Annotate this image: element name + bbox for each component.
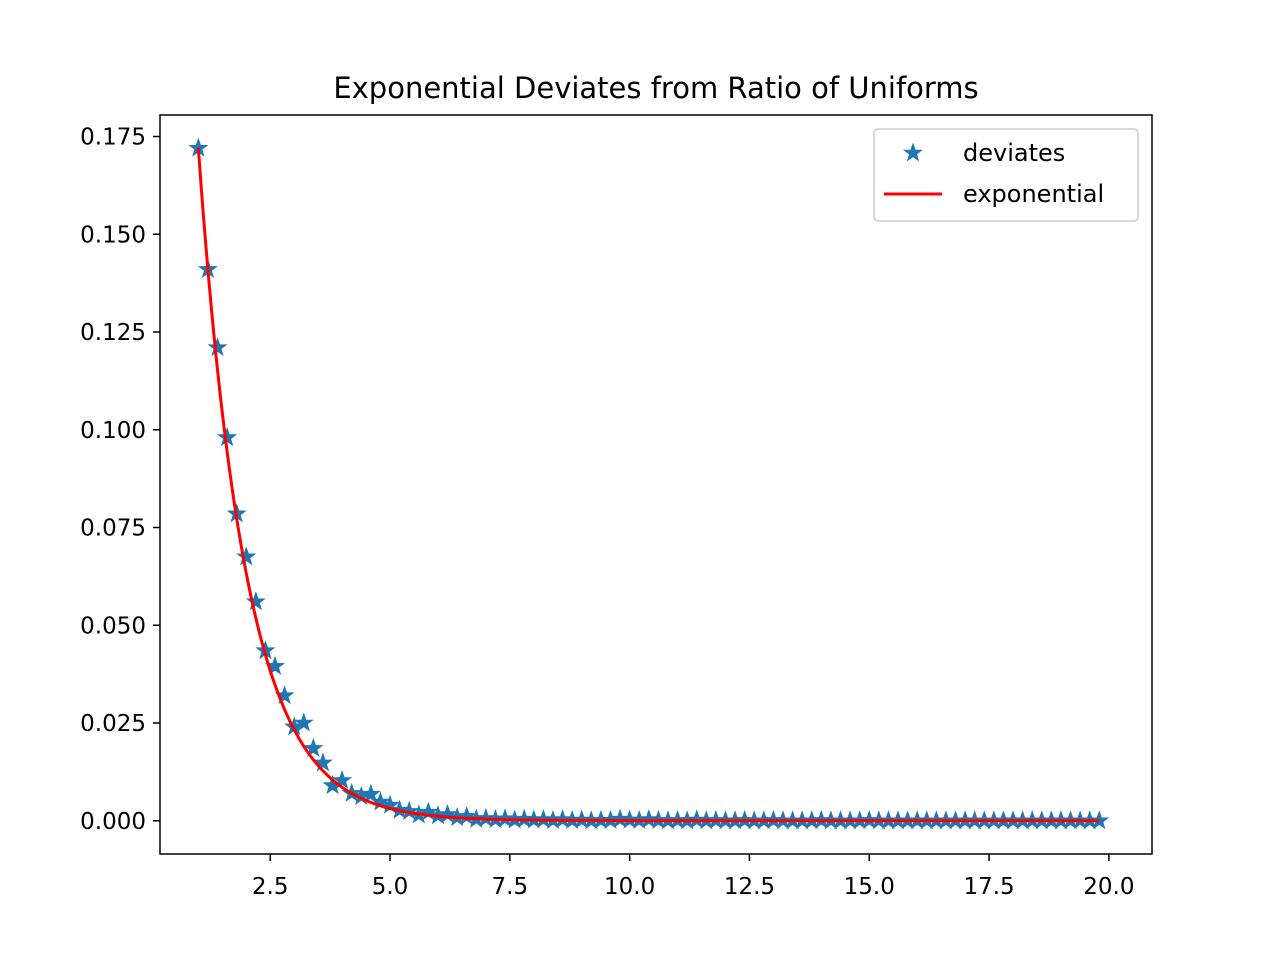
deviate-point [638,809,659,829]
x-axis: 2.5 5.0 7.5 10.0 12.5 15.0 17.5 20.0 [252,854,1134,900]
y-axis: 0.000 0.025 0.050 0.075 0.100 0.125 0.150 0.175 [80,125,160,835]
plot-area [188,137,1110,830]
deviate-point [332,769,353,790]
legend-marker-deviates [902,142,924,162]
deviate-point [495,808,516,828]
deviate-point [293,712,314,732]
deviate-point [360,783,381,803]
deviate-point [514,808,535,828]
x-tick-label: 15.0 [844,874,895,900]
deviate-point [533,809,554,829]
legend-label-deviates: deviates [963,139,1065,167]
x-tick-label: 10.0 [604,874,655,900]
deviate-point [399,800,420,820]
deviate-point [475,807,496,827]
deviate-point [207,337,228,357]
deviate-point [552,809,573,829]
legend-star-marker [902,142,924,162]
y-tick-label: 0.125 [80,320,146,346]
x-tick-label: 5.0 [372,874,409,900]
deviate-point [686,809,707,829]
chart-title: Exponential Deviates from Ratio of Unifo… [333,71,978,105]
deviate-point [236,546,257,566]
deviate-point [303,737,324,757]
x-tick-label: 20.0 [1083,874,1134,900]
deviate-point [456,805,477,825]
x-tick-label: 2.5 [252,874,289,900]
legend: deviates exponential [873,128,1139,222]
x-tick-label: 12.5 [724,874,775,900]
exponential-line [196,147,1100,823]
y-tick-label: 0.050 [80,613,146,639]
plot-frame [159,114,1153,855]
deviate-point [245,591,266,611]
y-tick-label: 0.100 [80,418,146,444]
y-tick-label: 0.075 [80,516,146,542]
legend-box [873,128,1139,222]
legend-label-exponential: exponential [963,180,1104,208]
deviate-point [610,808,631,828]
y-tick-label: 0.000 [80,809,146,835]
y-tick-label: 0.175 [80,125,146,151]
y-tick-label: 0.150 [80,222,146,248]
y-tick-label: 0.025 [80,711,146,737]
x-tick-label: 17.5 [963,874,1014,900]
deviate-point [312,752,333,772]
x-tick-label: 7.5 [492,874,529,900]
